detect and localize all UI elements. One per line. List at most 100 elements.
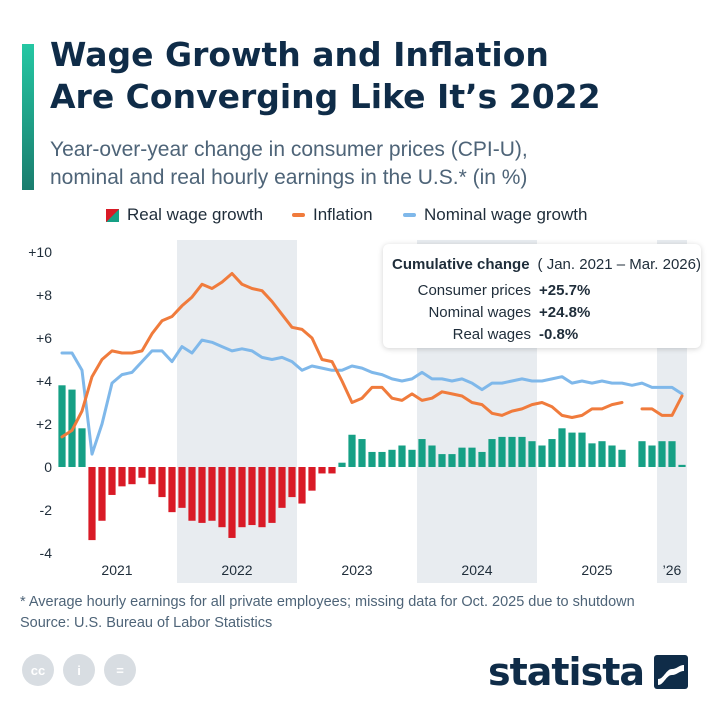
- real-wage-bar: [308, 467, 316, 491]
- title-line-2: Are Converging Like It’s 2022: [50, 77, 601, 116]
- real-wage-bar: [198, 467, 206, 523]
- real-wage-bar: [508, 436, 516, 467]
- y-tick-label: 0: [44, 459, 52, 475]
- footnote: * Average hourly earnings for all privat…: [20, 592, 700, 634]
- y-tick-label: -2: [40, 502, 53, 518]
- real-wage-bar: [598, 441, 606, 467]
- real-wage-bar: [658, 441, 666, 467]
- real-wage-bar: [218, 467, 226, 528]
- real-wage-bar: [158, 467, 166, 498]
- title-line-1: Wage Growth and Inflation: [50, 35, 549, 74]
- cumulative-change-callout: Cumulative change ( Jan. 2021 – Mar. 2026…: [383, 244, 701, 348]
- real-wage-bar: [268, 467, 276, 523]
- legend-label-nominal: Nominal wage growth: [424, 205, 588, 224]
- callout-label: Real wages: [452, 326, 531, 343]
- real-wage-bar: [328, 467, 336, 474]
- callout-label: Nominal wages: [428, 304, 531, 321]
- real-wage-bar: [148, 467, 156, 485]
- real-wage-bar: [528, 441, 536, 467]
- real-wage-bar: [408, 449, 416, 467]
- x-tick-label: 2023: [341, 562, 372, 578]
- real-wage-bar: [618, 449, 626, 467]
- real-wage-bar: [488, 439, 496, 467]
- nominal-wage-line: [60, 338, 684, 456]
- license-icons: cc i =: [22, 654, 136, 686]
- real-wage-bar: [278, 467, 286, 508]
- accent-bar: [22, 44, 34, 190]
- real-wage-bar: [558, 428, 566, 467]
- real-wage-bar: [238, 467, 246, 528]
- real-wage-bar: [58, 385, 66, 467]
- real-wage-bar: [648, 445, 656, 467]
- callout-value: +25.7%: [539, 282, 591, 299]
- real-wage-bar: [208, 467, 216, 521]
- real-wage-bar: [428, 445, 436, 467]
- real-wage-bar: [378, 451, 386, 467]
- real-wage-bar: [98, 467, 106, 521]
- real-wage-bar: [668, 441, 676, 467]
- real-wage-bar: [358, 439, 366, 467]
- callout-label: Consumer prices: [417, 282, 531, 299]
- callout-period: ( Jan. 2021 – Mar. 2026): [537, 256, 701, 273]
- callout-value: +24.8%: [539, 304, 591, 321]
- legend-item-real: Real wage growth: [106, 205, 263, 225]
- real-wage-bar: [128, 467, 136, 485]
- brand-wordmark: statista: [487, 650, 645, 694]
- real-wage-bar: [548, 439, 556, 467]
- real-wage-bar: [578, 432, 586, 467]
- y-tick-label: +6: [36, 330, 52, 346]
- real-wage-bar: [178, 467, 186, 508]
- cc-icon[interactable]: cc: [22, 654, 54, 686]
- real-wage-bar: [438, 454, 446, 467]
- real-wage-bar: [608, 445, 616, 467]
- real-wage-bar: [188, 467, 196, 521]
- footnote-note: * Average hourly earnings for all privat…: [20, 594, 635, 610]
- real-wage-bar: [228, 467, 236, 538]
- chart-subtitle: Year-over-year change in consumer prices…: [50, 136, 690, 192]
- y-tick-label: -4: [40, 545, 53, 561]
- callout-value: -0.8%: [539, 326, 579, 343]
- subtitle-line-1: Year-over-year change in consumer prices…: [50, 138, 528, 161]
- real-wage-bar: [468, 447, 476, 467]
- x-tick-label: 2024: [461, 562, 492, 578]
- real-wage-bar: [498, 436, 506, 467]
- callout-heading: Cumulative change: [392, 256, 530, 273]
- real-wage-bar: [368, 451, 376, 467]
- real-wage-bar: [88, 467, 96, 541]
- y-tick-label: +2: [36, 416, 52, 432]
- real-wage-bar: [138, 467, 146, 478]
- real-wage-bar: [388, 449, 396, 467]
- attribution-icon[interactable]: i: [63, 654, 95, 686]
- x-tick-label: 2021: [101, 562, 132, 578]
- statista-logo[interactable]: statista: [488, 650, 688, 694]
- real-wage-bar: [258, 467, 266, 528]
- real-wage-bar: [458, 447, 466, 467]
- real-wage-bar: [298, 467, 306, 504]
- year-band-2022: [177, 240, 297, 583]
- legend-item-nominal: Nominal wage growth: [403, 205, 587, 225]
- real-wage-bar: [348, 434, 356, 467]
- callout-row-nominal-wages: Nominal wages +24.8%: [383, 304, 701, 326]
- inflation-line: [60, 272, 684, 439]
- real-wage-bar: [678, 464, 686, 467]
- x-tick-label: 2022: [221, 562, 252, 578]
- real-wage-bar: [108, 467, 116, 495]
- legend-item-inflation: Inflation: [292, 205, 373, 225]
- real-wage-bar: [338, 462, 346, 467]
- no-derivatives-icon[interactable]: =: [104, 654, 136, 686]
- subtitle-line-2: nominal and real hourly earnings in the …: [50, 166, 528, 189]
- real-wage-bar: [448, 454, 456, 467]
- real-wage-bar: [318, 467, 326, 474]
- real-wage-bar: [478, 451, 486, 467]
- real-wage-bar: [398, 445, 406, 467]
- real-wage-bar: [518, 436, 526, 467]
- legend-label-real: Real wage growth: [127, 205, 264, 224]
- nominal-swatch: [403, 213, 416, 217]
- legend-label-inflation: Inflation: [313, 205, 373, 224]
- callout-header: Cumulative change ( Jan. 2021 – Mar. 2026…: [392, 256, 701, 273]
- real-wage-bar: [418, 439, 426, 467]
- real-wage-bar: [168, 467, 176, 513]
- real-wage-bar: [588, 443, 596, 467]
- real-wage-bar: [638, 441, 646, 467]
- footnote-source: Source: U.S. Bureau of Labor Statistics: [20, 615, 273, 631]
